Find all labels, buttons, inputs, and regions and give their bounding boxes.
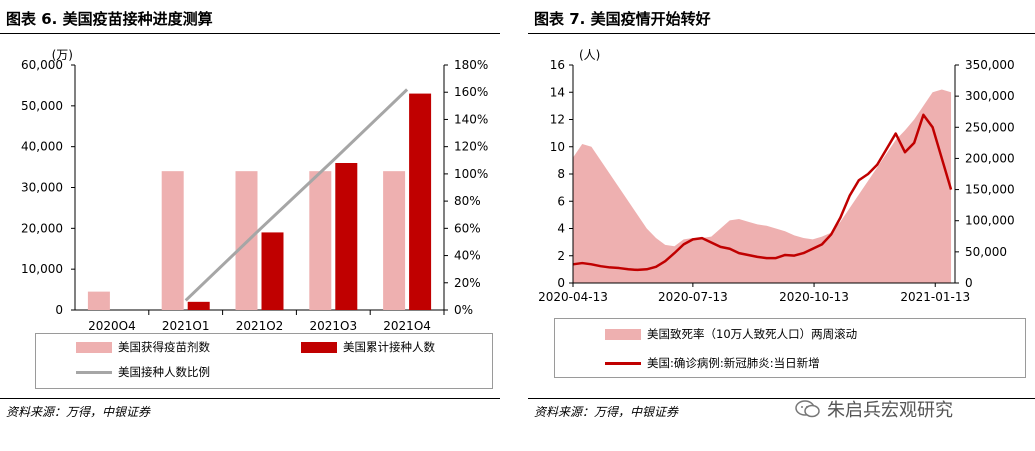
legend-label: 美国致死率（10万人致死人口）两周滚动: [647, 327, 858, 341]
y-left-tick-label: 30,000: [21, 181, 63, 195]
legend-swatch: [76, 370, 112, 374]
bar-cumulative: [335, 163, 358, 310]
x-tick-label: 2021Q1: [162, 319, 210, 330]
x-tick-label: 2021Q2: [236, 319, 284, 330]
chart-title: 图表 7. 美国疫情开始转好: [534, 10, 711, 28]
series-line-new-cases: [572, 113, 953, 272]
y-right-tick-label: 180%: [454, 58, 488, 72]
y-left-tick-label: 10: [550, 140, 565, 154]
legend-item-new-cases: 美国:确诊病例:新冠肺炎:当日新增: [605, 355, 820, 371]
y-right-tick-label: 0%: [454, 303, 473, 317]
series-line-ratio: [184, 88, 409, 302]
legend-label: 美国接种人数比例: [118, 365, 210, 379]
legend-label: 美国累计接种人数: [343, 340, 435, 354]
y-left-tick-label: 60,000: [21, 58, 63, 72]
bar-cumulative: [409, 93, 432, 310]
legend-label: 美国获得疫苗剂数: [118, 340, 210, 354]
y-right-tick-label: 350,000: [965, 58, 1015, 72]
y-right-tick-label: 300,000: [965, 89, 1015, 103]
title-rule: [528, 33, 1035, 34]
legend-swatch: [301, 341, 337, 353]
y-right-tick-label: 100%: [454, 167, 488, 181]
y-left-tick-label: 20,000: [21, 221, 63, 235]
bar-received: [87, 291, 110, 310]
y-right-tick-label: 250,000: [965, 120, 1015, 134]
source-note: 资料来源：万得，中银证券: [6, 405, 151, 419]
y-left-tick-label: 12: [550, 113, 565, 127]
y-right-tick-label: 150,000: [965, 183, 1015, 197]
series-area-death-rate: [573, 89, 952, 284]
y-left-unit: (人): [579, 48, 600, 62]
y-right-tick-label: 140%: [454, 112, 488, 126]
y-left-tick-label: 2: [557, 249, 565, 263]
watermark: 朱启兵宏观研究: [795, 396, 953, 422]
x-tick-label: 2020-04-13: [538, 290, 608, 304]
vaccine-chart: 0 10,000 20,000 30,000 40,000 50,000 60,000 0% 2…: [21, 48, 488, 330]
y-right-tick-label: 120%: [454, 140, 488, 154]
y-left-tick-label: 14: [550, 85, 565, 99]
y-left-tick-label: 4: [557, 222, 565, 236]
chart-title: 图表 6. 美国疫苗接种进度测算: [6, 10, 213, 28]
epidemic-chart: 0 2 4 6 8 10 12 14 16 0 50,000 100,000 150,000 200,00…: [538, 48, 1015, 304]
y-left-tick-label: 0: [557, 276, 565, 290]
y-right-tick-label: 200,000: [965, 151, 1015, 165]
y-right-tick-label: 160%: [454, 85, 488, 99]
legend-item-received: 美国获得疫苗剂数: [76, 339, 210, 355]
y-left-tick-label: 50,000: [21, 99, 63, 113]
legend-item-death-rate: 美国致死率（10万人致死人口）两周滚动: [605, 326, 857, 342]
bar-received: [161, 171, 184, 310]
legend-swatch: [76, 341, 112, 353]
bar-cumulative: [261, 232, 284, 310]
x-tick-label: 2020-10-13: [779, 290, 849, 304]
y-left-tick-label: 40,000: [21, 140, 63, 154]
y-left-tick-label: 16: [550, 58, 565, 72]
x-tick-label: 2021-01-13: [900, 290, 970, 304]
y-right-tick-label: 0: [965, 276, 973, 290]
y-left-tick-label: 8: [557, 167, 565, 181]
y-right-tick-label: 50,000: [965, 245, 1007, 259]
bar-received: [309, 171, 332, 310]
y-right-tick-label: 100,000: [965, 214, 1015, 228]
legend-item-ratio: 美国接种人数比例: [76, 364, 210, 380]
y-left-tick-label: 0: [55, 303, 63, 317]
legend-label: 美国:确诊病例:新冠肺炎:当日新增: [647, 356, 820, 370]
title-rule: [0, 33, 500, 34]
y-left-unit: (万): [52, 48, 73, 62]
legend: 美国获得疫苗剂数 美国累计接种人数 美国接种人数比例: [35, 333, 493, 389]
legend-swatch: [605, 361, 641, 365]
x-tick-label: 2020Q4: [88, 319, 136, 330]
bar-received: [383, 171, 406, 310]
source-rule: [0, 398, 500, 399]
legend: 美国致死率（10万人致死人口）两周滚动 美国:确诊病例:新冠肺炎:当日新增: [554, 318, 1026, 378]
y-right-tick-label: 80%: [454, 194, 481, 208]
x-tick-label: 2020-07-13: [658, 290, 728, 304]
legend-item-cumulative: 美国累计接种人数: [301, 339, 435, 355]
y-left-tick-label: 6: [557, 194, 565, 208]
y-right-tick-label: 40%: [454, 249, 481, 263]
x-tick-label: 2021Q4: [383, 319, 431, 330]
wechat-icon: [795, 400, 820, 418]
y-right-tick-label: 20%: [454, 276, 481, 290]
source-note: 资料来源：万得，中银证券: [534, 405, 679, 419]
bar-cumulative: [187, 301, 210, 310]
y-left-tick-label: 10,000: [21, 262, 63, 276]
y-right-tick-label: 60%: [454, 221, 481, 235]
source-rule: [528, 398, 1035, 399]
legend-swatch: [605, 328, 641, 340]
watermark-text: 朱启兵宏观研究: [827, 400, 953, 421]
x-tick-label: 2021Q3: [309, 319, 357, 330]
panel-vaccine: 图表 6. 美国疫苗接种进度测算 0 10,000 20,000 30,000 40,0…: [0, 0, 500, 451]
panel-epidemic: 图表 7. 美国疫情开始转好 0 2 4 6 8 10 12 14 16 0 50,000 100,0…: [528, 0, 1035, 451]
